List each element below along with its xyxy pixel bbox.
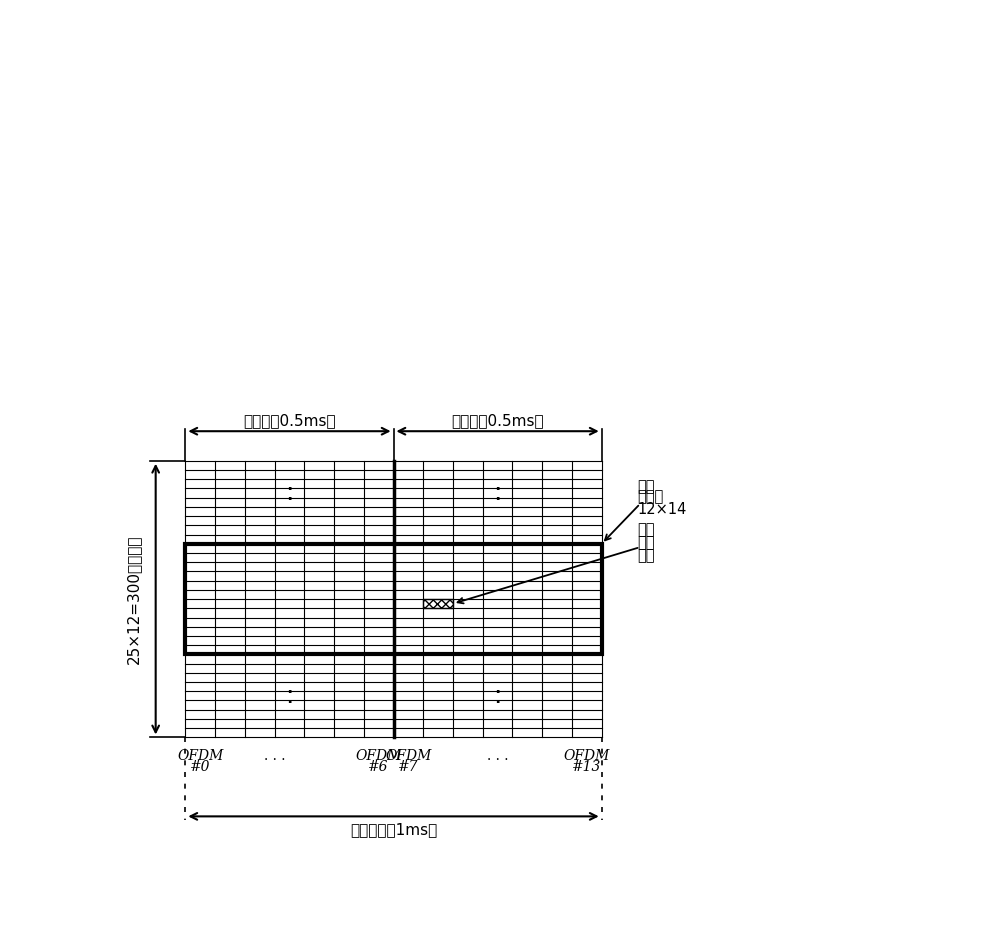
Text: OFDM: OFDM xyxy=(564,749,610,763)
Text: #0: #0 xyxy=(190,760,211,774)
Text: :: : xyxy=(493,684,502,708)
Text: 12×14: 12×14 xyxy=(637,503,687,517)
Text: 资源块: 资源块 xyxy=(637,490,664,505)
Text: :: : xyxy=(493,481,502,505)
Text: #7: #7 xyxy=(398,760,419,774)
Text: . . .: . . . xyxy=(264,749,285,763)
Text: #13: #13 xyxy=(572,760,601,774)
Text: . . .: . . . xyxy=(487,749,508,763)
Text: 时隙２（0.5ms）: 时隙２（0.5ms） xyxy=(451,414,544,429)
Text: 单元: 单元 xyxy=(637,548,655,563)
Bar xyxy=(423,599,453,608)
Text: #6: #6 xyxy=(368,760,389,774)
Text: 一个: 一个 xyxy=(637,478,655,494)
Text: 资源: 资源 xyxy=(637,535,655,550)
Text: :: : xyxy=(285,684,294,708)
Text: 25×12=300个子载波: 25×12=300个子载波 xyxy=(126,534,141,664)
Text: 时隙１（0.5ms）: 时隙１（0.5ms） xyxy=(243,414,336,429)
Text: OFDM: OFDM xyxy=(355,749,402,763)
Bar xyxy=(185,544,602,654)
Text: OFDM: OFDM xyxy=(385,749,432,763)
Text: 一个子帧（1ms）: 一个子帧（1ms） xyxy=(350,822,437,838)
Text: 一个: 一个 xyxy=(637,523,655,538)
Text: :: : xyxy=(285,481,294,505)
Text: OFDM: OFDM xyxy=(177,749,223,763)
